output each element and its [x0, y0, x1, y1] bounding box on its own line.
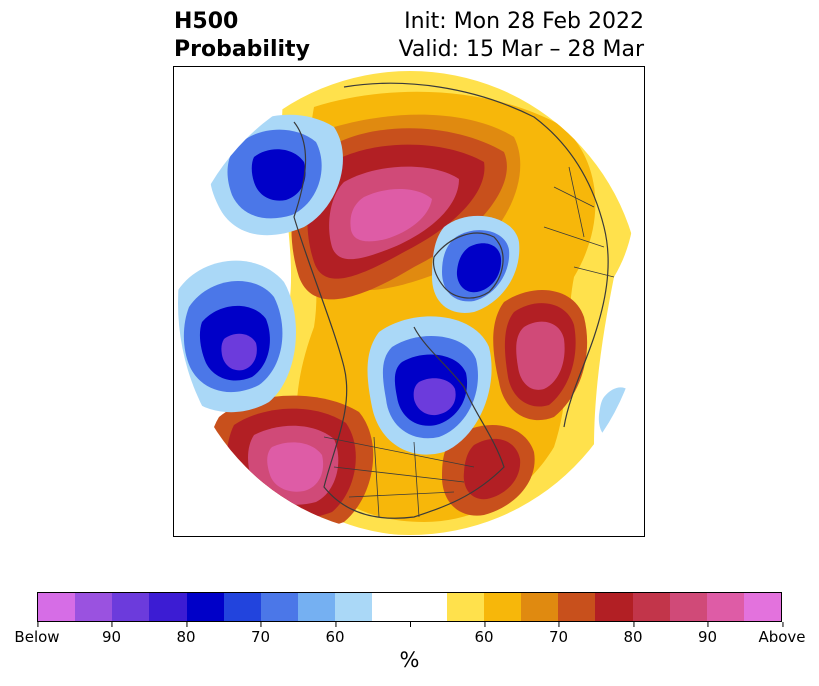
- colorbar-swatch: [521, 593, 559, 621]
- greenland-coast: [432, 232, 504, 299]
- title-left: H500 Probability: [174, 8, 310, 64]
- map-disk: [178, 71, 642, 535]
- coastlines-borders: [293, 82, 615, 519]
- colorbar-swatch: [38, 593, 76, 621]
- colorbar-swatch: [260, 593, 299, 621]
- above-siberia-core: [350, 188, 432, 242]
- title-product: Probability: [174, 37, 310, 62]
- colorbar-swatch: [706, 593, 744, 621]
- us-borders: [323, 436, 475, 518]
- below-hudson-bay-core: [413, 378, 456, 416]
- colorbar-ticks: Below 90 80 70 60 60 70 80 90 Above: [14, 622, 806, 652]
- above-west-us-core: [267, 442, 324, 492]
- colorbar-swatch: [75, 593, 113, 621]
- colorbar-unit-label: %: [399, 648, 420, 672]
- colorbar-tick-label: 90: [697, 622, 718, 646]
- colorbar-swatch: [595, 593, 633, 621]
- colorbar-tick-label: Below: [14, 622, 60, 646]
- contour-layers: [178, 71, 635, 535]
- colorbar-swatch: [335, 593, 373, 621]
- above-east-us-red: [463, 438, 521, 500]
- colorbar-tick-label: 90: [101, 622, 122, 646]
- colorbar-swatch: [743, 593, 782, 621]
- valid-range: Valid: 15 Mar – 28 Mar: [398, 37, 644, 62]
- eurasia-coast: [343, 82, 609, 428]
- colorbar-swatch: [372, 593, 410, 621]
- probability-map: [178, 71, 642, 535]
- below-svalbard-core: [456, 243, 502, 293]
- colorbar-tick-label: 70: [250, 622, 271, 646]
- above-north-atlantic-core: [516, 321, 565, 390]
- below-north-pacific-core: [221, 333, 257, 371]
- colorbar-swatch: [669, 593, 707, 621]
- colorbar-swatch: [223, 593, 261, 621]
- colorbar: [37, 592, 782, 622]
- europe-borders: [543, 166, 615, 278]
- title-right: Init: Mon 28 Feb 2022 Valid: 15 Mar – 28…: [399, 8, 644, 64]
- colorbar-swatch: [483, 593, 522, 621]
- colorbar-tick-label: 60: [474, 622, 494, 646]
- init-date: Init: Mon 28 Feb 2022: [404, 9, 644, 34]
- colorbar-swatch: [446, 593, 484, 621]
- colorbar-swatch: [186, 593, 224, 621]
- colorbar-tick-label: 60: [325, 622, 345, 646]
- colorbar-swatch: [558, 593, 596, 621]
- colorbar-swatch: [149, 593, 187, 621]
- title-variable: H500: [174, 9, 239, 34]
- colorbar-tick-label: 80: [176, 622, 196, 646]
- colorbar-tick-label: 70: [548, 622, 569, 646]
- below-alaska-core: [251, 149, 306, 201]
- north-america-coast: [293, 121, 505, 519]
- colorbar-swatch: [632, 593, 670, 621]
- colorbar-tick-label: Above: [758, 622, 806, 646]
- map-panel: [173, 66, 645, 537]
- colorbar-swatch: [298, 593, 336, 621]
- colorbar-tick-label: 80: [623, 622, 643, 646]
- colorbar-swatch: [112, 593, 150, 621]
- colorbar-swatch: [409, 593, 447, 621]
